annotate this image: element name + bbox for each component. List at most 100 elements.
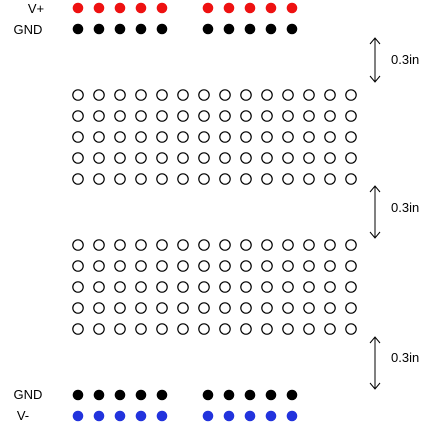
- rail-label-v-minus: V-: [17, 408, 29, 423]
- rail-label-v-plus: V+: [28, 1, 44, 16]
- terminal-hole: [114, 323, 126, 335]
- terminal-hole: [324, 323, 336, 335]
- terminal-hole: [282, 110, 294, 122]
- terminal-hole: [135, 152, 147, 164]
- terminal-hole: [177, 131, 189, 143]
- terminal-hole: [282, 173, 294, 185]
- terminal-hole: [345, 131, 357, 143]
- terminal-hole: [177, 239, 189, 251]
- terminal-hole: [93, 89, 105, 101]
- dimension-label-2: 0.3in: [391, 200, 419, 215]
- rail-hole-positive: [244, 2, 256, 14]
- terminal-hole: [219, 131, 231, 143]
- terminal-hole: [282, 89, 294, 101]
- terminal-hole: [240, 281, 252, 293]
- terminal-hole: [324, 89, 336, 101]
- terminal-hole: [72, 173, 84, 185]
- terminal-hole: [345, 302, 357, 314]
- terminal-hole: [303, 323, 315, 335]
- terminal-hole: [324, 302, 336, 314]
- terminal-hole: [240, 152, 252, 164]
- terminal-hole: [219, 173, 231, 185]
- rail-hole-ground: [114, 23, 126, 35]
- rail-hole-negative: [202, 410, 214, 422]
- terminal-block-top: [72, 89, 357, 185]
- terminal-hole: [156, 302, 168, 314]
- terminal-block-bottom: [72, 239, 357, 335]
- terminal-hole: [93, 281, 105, 293]
- terminal-hole: [240, 323, 252, 335]
- terminal-hole: [219, 281, 231, 293]
- terminal-hole: [345, 281, 357, 293]
- terminal-hole: [177, 302, 189, 314]
- terminal-hole: [156, 152, 168, 164]
- rail-hole-ground: [202, 23, 214, 35]
- terminal-hole: [93, 239, 105, 251]
- terminal-hole: [324, 173, 336, 185]
- terminal-hole: [72, 260, 84, 272]
- terminal-hole: [72, 110, 84, 122]
- terminal-hole: [261, 260, 273, 272]
- terminal-hole: [198, 152, 210, 164]
- terminal-hole: [198, 302, 210, 314]
- rail-hole-ground: [286, 23, 298, 35]
- rail-hole-negative: [93, 410, 105, 422]
- terminal-hole: [114, 110, 126, 122]
- terminal-hole: [93, 131, 105, 143]
- terminal-hole: [345, 152, 357, 164]
- terminal-hole: [177, 173, 189, 185]
- terminal-hole: [282, 239, 294, 251]
- rail-hole-ground: [135, 23, 147, 35]
- terminal-hole: [135, 323, 147, 335]
- rail-hole-positive: [286, 2, 298, 14]
- terminal-hole: [240, 131, 252, 143]
- terminal-hole: [114, 131, 126, 143]
- rail-top-ground: [72, 23, 298, 35]
- rail-hole-positive: [72, 2, 84, 14]
- rail-hole-negative: [286, 410, 298, 422]
- terminal-hole: [240, 260, 252, 272]
- terminal-hole: [177, 152, 189, 164]
- rail-hole-ground: [114, 389, 126, 401]
- terminal-hole: [261, 152, 273, 164]
- rail-label-gnd-top: GND: [14, 22, 43, 37]
- terminal-hole: [177, 110, 189, 122]
- terminal-hole: [135, 89, 147, 101]
- terminal-hole: [156, 131, 168, 143]
- rail-hole-ground: [156, 389, 168, 401]
- rail-hole-positive: [156, 2, 168, 14]
- terminal-hole: [198, 281, 210, 293]
- terminal-hole: [72, 239, 84, 251]
- terminal-hole: [93, 173, 105, 185]
- terminal-hole: [240, 173, 252, 185]
- dimension-arrow-2: [369, 185, 381, 239]
- rail-hole-ground: [156, 23, 168, 35]
- rail-bottom-ground: [72, 389, 298, 401]
- terminal-hole: [345, 260, 357, 272]
- rail-hole-negative: [114, 410, 126, 422]
- terminal-hole: [282, 131, 294, 143]
- terminal-hole: [156, 89, 168, 101]
- terminal-hole: [219, 152, 231, 164]
- terminal-hole: [72, 152, 84, 164]
- rail-hole-negative: [135, 410, 147, 422]
- rail-hole-ground: [265, 389, 277, 401]
- rail-hole-negative: [223, 410, 235, 422]
- terminal-hole: [198, 110, 210, 122]
- rail-hole-positive: [265, 2, 277, 14]
- rail-hole-negative: [265, 410, 277, 422]
- terminal-hole: [156, 239, 168, 251]
- terminal-hole: [135, 302, 147, 314]
- terminal-hole: [72, 281, 84, 293]
- terminal-hole: [93, 110, 105, 122]
- rail-hole-positive: [202, 2, 214, 14]
- terminal-hole: [324, 260, 336, 272]
- rail-hole-positive: [114, 2, 126, 14]
- rail-hole-ground: [223, 23, 235, 35]
- rail-hole-ground: [93, 389, 105, 401]
- terminal-hole: [72, 131, 84, 143]
- terminal-hole: [114, 152, 126, 164]
- rail-hole-positive: [135, 2, 147, 14]
- terminal-hole: [135, 281, 147, 293]
- rail-hole-ground: [223, 389, 235, 401]
